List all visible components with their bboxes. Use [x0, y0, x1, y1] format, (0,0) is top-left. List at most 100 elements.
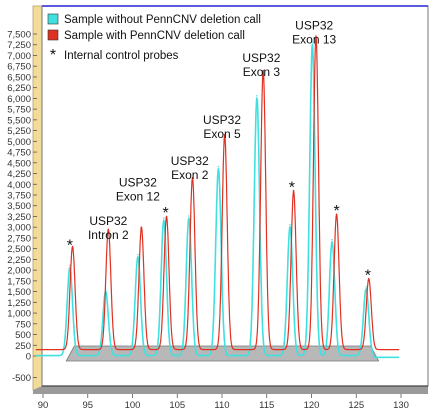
peak-point	[140, 226, 143, 228]
y-tick-label: 6,500	[7, 72, 31, 83]
peak-label-line: Intron 2	[88, 228, 129, 242]
x-tick-label: 105	[169, 400, 185, 411]
peak-label-line: USP32	[171, 154, 209, 168]
peak-point	[217, 165, 220, 168]
y-tick-label: -500	[12, 373, 31, 384]
x-tick-label: 95	[82, 400, 93, 411]
peak-point	[311, 41, 314, 43]
y-tick-label: 3,500	[7, 201, 31, 212]
peak-point	[137, 253, 139, 256]
legend: Sample without PennCNV deletion call Samp…	[47, 13, 261, 64]
y-tick-label: 5,250	[7, 126, 31, 137]
peak-label: USP32 Exon 5	[203, 113, 241, 141]
x-tick-label: 90	[38, 400, 49, 411]
y-tick-label: 2,250	[7, 255, 31, 266]
y-tick-label: 4,250	[7, 169, 31, 180]
peak-label-line: Exon 5	[203, 127, 241, 141]
control-probe-marker: *	[333, 203, 339, 220]
peak-point	[107, 228, 110, 231]
peak-label-line: Exon 2	[171, 168, 209, 182]
y-tick-label: 4,000	[7, 180, 31, 191]
left-wall	[32, 5, 43, 391]
y-tick-label: 750	[15, 319, 31, 330]
peak-point	[315, 35, 317, 37]
peak-point	[256, 95, 258, 97]
peak-label: USP32 Exon 13	[292, 19, 336, 47]
peak-point	[335, 213, 338, 216]
y-tick-label: 2,000	[7, 266, 31, 277]
y-tick-label: 1,250	[7, 298, 31, 309]
x-tick-label: 100	[125, 400, 141, 411]
legend-swatch	[47, 29, 59, 41]
peak-label-line: Exon 13	[292, 33, 336, 47]
y-tick-label: 500	[15, 330, 31, 341]
peak-label-line: USP32	[203, 113, 241, 127]
y-tick-label: 5,000	[7, 137, 31, 148]
y-tick-label: 2,750	[7, 233, 31, 244]
y-tick-label: 6,250	[7, 83, 31, 94]
legend-swatch	[47, 13, 59, 25]
floor-base	[33, 386, 428, 394]
peak-label-line: Exon 12	[116, 189, 160, 203]
y-tick-label: 1,500	[7, 287, 31, 298]
control-probe-marker: *	[365, 267, 371, 284]
peak-label-line: USP32	[242, 51, 280, 65]
x-tick-label: 110	[214, 400, 229, 411]
peak-label-line: USP32	[119, 175, 157, 189]
y-tick-label: 2,500	[7, 244, 31, 255]
peak-point	[331, 238, 333, 241]
y-tick-label: 4,750	[7, 148, 31, 159]
y-tick-label: 5,500	[7, 115, 31, 126]
y-tick-label: 3,250	[7, 212, 31, 223]
y-tick-label: 7,000	[7, 51, 31, 62]
y-tick-label: 250	[15, 341, 31, 352]
peak-label: USP32 Exon 12	[116, 175, 160, 203]
y-tick-label: 3,750	[7, 191, 31, 202]
x-tick-label: 125	[348, 400, 364, 411]
peak-point	[223, 134, 226, 136]
y-tick-label: 1,750	[7, 276, 31, 287]
peak-point	[367, 277, 370, 280]
y-tick-label: 3,000	[7, 223, 31, 234]
y-tick-label: 7,500	[7, 30, 31, 41]
axes: -50002505007501,0001,2501,5001,7502,0002…	[7, 30, 409, 411]
peak-point	[289, 223, 291, 226]
x-tick-label: 120	[304, 400, 320, 411]
peak-point	[163, 217, 165, 219]
y-tick-label: 5,750	[7, 105, 31, 116]
peak-label-line: USP32	[295, 19, 333, 33]
legend-label: Sample with PennCNV deletion call	[64, 30, 245, 42]
peak-point	[188, 215, 190, 217]
y-tick-label: 7,250	[7, 40, 31, 51]
peak-label: USP32 Exon 3	[242, 51, 280, 79]
peak-label: USP32 Exon 2	[171, 154, 209, 182]
x-tick-label: 115	[259, 400, 274, 411]
y-tick-label: 6,750	[7, 62, 31, 73]
peak-point	[191, 177, 194, 179]
peak-label-line: USP32	[89, 214, 127, 228]
legend-label: Internal control probes	[64, 50, 179, 62]
peak-point	[165, 215, 168, 218]
y-tick-label: 4,500	[7, 158, 31, 169]
peak-label-line: Exon 3	[243, 65, 281, 79]
control-probe-marker: *	[67, 237, 73, 254]
series-line-without-deletion	[35, 43, 400, 359]
peak-point	[71, 245, 74, 248]
control-probe-marker: *	[162, 205, 168, 222]
peak-label: USP32 Intron 2	[88, 214, 129, 242]
peak-point	[69, 264, 71, 267]
x-tick-label: 130	[393, 400, 409, 411]
y-tick-label: 0	[26, 352, 31, 363]
y-tick-label: 1,000	[7, 309, 31, 320]
series-layer	[35, 35, 400, 359]
peak-point	[365, 286, 367, 288]
control-probe-marker: *	[289, 179, 295, 196]
peak-point	[292, 189, 295, 192]
y-tick-label: 6,000	[7, 94, 31, 105]
series-line-with-deletion	[35, 35, 400, 351]
peak-point	[262, 69, 264, 72]
legend-label: Sample without PennCNV deletion call	[64, 14, 261, 26]
